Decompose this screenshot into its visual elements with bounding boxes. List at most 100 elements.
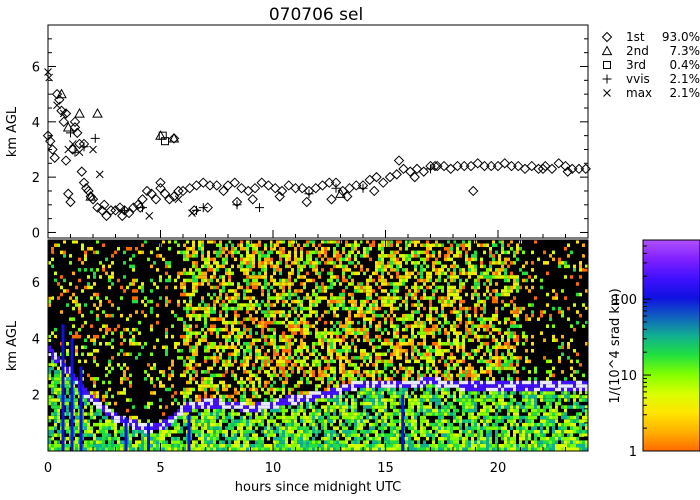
heatmap-cell (198, 363, 201, 367)
heatmap-cell (417, 447, 420, 452)
heatmap-cell (312, 299, 315, 304)
heatmap-cell (444, 342, 447, 346)
heatmap-cell (429, 412, 432, 416)
heatmap-cell (297, 405, 300, 409)
heatmap-cell (468, 447, 471, 452)
heatmap-cell (288, 444, 291, 448)
heatmap-cell (171, 359, 174, 364)
heatmap-cell (363, 377, 366, 381)
heatmap-cell (297, 366, 300, 371)
heatmap-cell (297, 243, 300, 248)
heatmap-cell (246, 275, 249, 279)
heatmap-cell (393, 334, 396, 339)
heatmap-cell (228, 384, 231, 388)
heatmap-cell (69, 317, 72, 321)
heatmap-cell (324, 387, 327, 392)
heatmap-cell (207, 401, 210, 406)
heatmap-cell (390, 422, 393, 427)
heatmap-cell (243, 366, 246, 371)
heatmap-cell (420, 243, 423, 248)
heatmap-cell (198, 338, 201, 343)
heatmap-cell (420, 264, 423, 269)
heatmap-cell (51, 349, 54, 353)
heatmap-cell (390, 324, 393, 328)
heatmap-cell (327, 447, 330, 452)
heatmap-cell (207, 303, 210, 307)
heatmap-cell (273, 356, 276, 360)
heatmap-cell (297, 398, 300, 402)
heatmap-cell (345, 444, 348, 448)
heatmap-cell (204, 370, 207, 374)
heatmap-cell (153, 426, 156, 430)
heatmap-cell (234, 334, 237, 339)
heatmap-cell (447, 412, 450, 416)
heatmap-cell (261, 359, 264, 364)
heatmap-cell (195, 394, 198, 399)
heatmap-cell (204, 419, 207, 423)
heatmap-cell (414, 320, 417, 325)
heatmap-cell (444, 405, 447, 409)
heatmap-cell (435, 268, 438, 272)
heatmap-cell (210, 415, 213, 420)
heatmap-cell (477, 299, 480, 304)
heatmap-cell (453, 412, 456, 416)
heatmap-cell (474, 250, 477, 255)
heatmap-cell (243, 380, 246, 385)
heatmap-cell (360, 254, 363, 258)
heatmap-cell (375, 436, 378, 441)
heatmap-cell (297, 412, 300, 416)
heatmap-cell (51, 394, 54, 399)
heatmap-cell (369, 447, 372, 452)
heatmap-cell (120, 334, 123, 339)
heatmap-cell (318, 317, 321, 321)
heatmap-cell (99, 342, 102, 346)
heatmap-cell (180, 271, 183, 276)
heatmap-cell (369, 429, 372, 434)
heatmap-cell (66, 387, 69, 392)
heatmap-cell (435, 429, 438, 434)
heatmap-cell (213, 387, 216, 392)
heatmap-cell (87, 394, 90, 399)
heatmap-cell (435, 419, 438, 423)
heatmap-cell (324, 356, 327, 360)
heatmap-cell (138, 422, 141, 427)
heatmap-cell (363, 317, 366, 321)
heatmap-cell (144, 433, 147, 437)
heatmap-cell (438, 296, 441, 300)
marker-1st (351, 180, 362, 191)
heatmap-cell (375, 384, 378, 388)
heatmap-cell (267, 327, 270, 332)
heatmap-cell (255, 401, 258, 406)
heatmap-cell (402, 268, 405, 272)
heatmap-cell (75, 447, 78, 452)
heatmap-cell (453, 331, 456, 335)
heatmap-cell (267, 405, 270, 409)
heatmap-cell (435, 380, 438, 385)
heatmap-cell (267, 401, 270, 406)
heatmap-cell (390, 275, 393, 279)
heatmap-cell (237, 429, 240, 434)
heatmap-cell (282, 247, 285, 251)
heatmap-cell (228, 320, 231, 325)
heatmap-cell (381, 405, 384, 409)
heatmap-cell (201, 412, 204, 416)
heatmap-cell (360, 289, 363, 293)
heatmap-cell (291, 356, 294, 360)
heatmap-cell (246, 429, 249, 434)
heatmap-cell (375, 292, 378, 297)
heatmap-cell (351, 271, 354, 276)
heatmap-cell (288, 366, 291, 371)
heatmap-cell (315, 247, 318, 251)
heatmap-cell (330, 240, 333, 244)
heatmap-cell (348, 261, 351, 265)
heatmap-cell (456, 292, 459, 297)
heatmap-cell (60, 275, 63, 279)
heatmap-cell (450, 303, 453, 307)
heatmap-cell (111, 331, 114, 335)
heatmap-cell (450, 352, 453, 357)
heatmap-cell (285, 261, 288, 265)
heatmap-cell (102, 243, 105, 248)
heatmap-cell (189, 271, 192, 276)
heatmap-cell (57, 429, 60, 434)
heatmap-cell (186, 363, 189, 367)
